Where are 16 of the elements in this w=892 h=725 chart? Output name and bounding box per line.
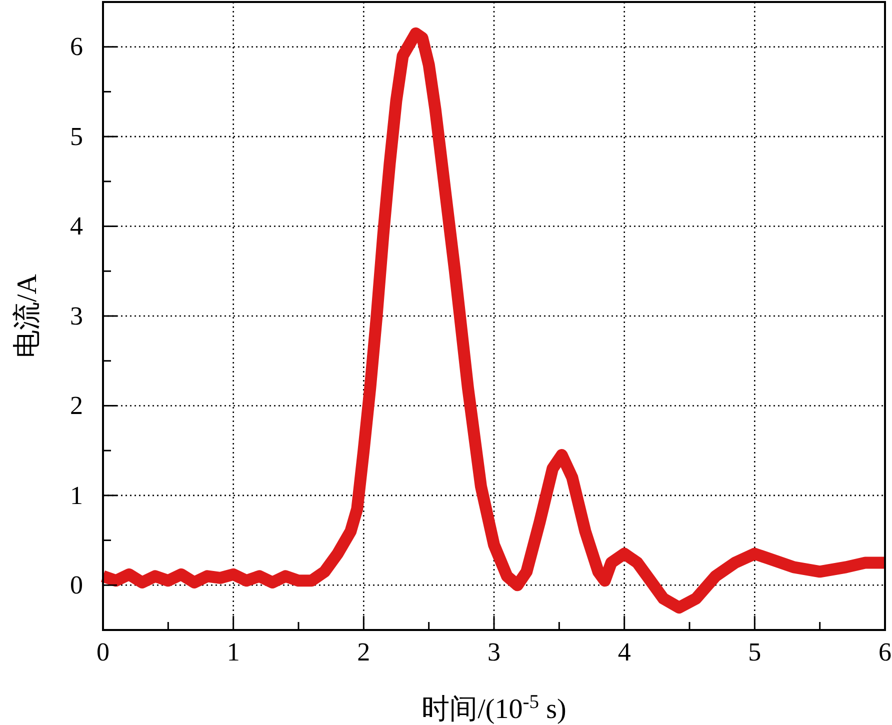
- x-tick-label: 2: [357, 637, 370, 666]
- x-tick-label: 1: [226, 637, 240, 666]
- y-tick-label: 5: [70, 122, 83, 151]
- x-tick-label: 3: [488, 637, 500, 666]
- y-axis-title: 电流/A: [12, 273, 43, 358]
- y-tick-label: 3: [70, 301, 83, 330]
- x-tick-label: 0: [96, 637, 110, 666]
- y-tick-label: 2: [70, 391, 83, 420]
- y-tick-label: 0: [70, 570, 83, 600]
- x-axis-title: 时间/(10$^{-5}$ s): [422, 692, 566, 725]
- x-tick-label: 4: [618, 637, 631, 666]
- x-tick-label: 5: [748, 637, 762, 666]
- y-tick-label: 1: [70, 480, 83, 510]
- y-tick-label: 4: [70, 212, 83, 241]
- y-tick-label: 6: [70, 32, 83, 62]
- x-tick-label: 6: [878, 637, 892, 666]
